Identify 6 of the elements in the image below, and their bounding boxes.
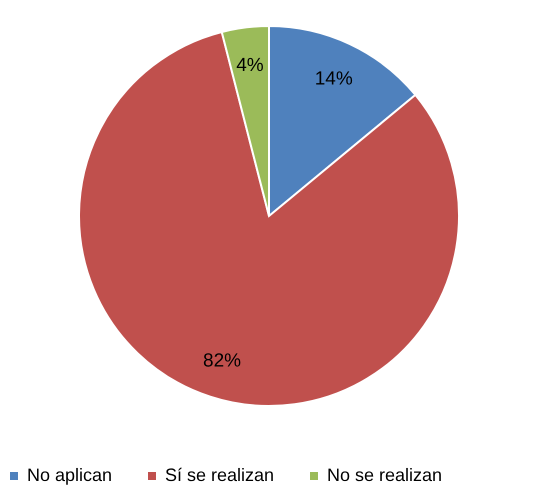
legend-label: No se realizan	[327, 465, 442, 485]
legend-label: No aplican	[27, 465, 112, 485]
data-label: 14%	[314, 68, 353, 90]
legend-label: Sí se realizan	[165, 465, 274, 485]
data-label: 4%	[236, 55, 264, 76]
data-label: 82%	[203, 350, 242, 372]
